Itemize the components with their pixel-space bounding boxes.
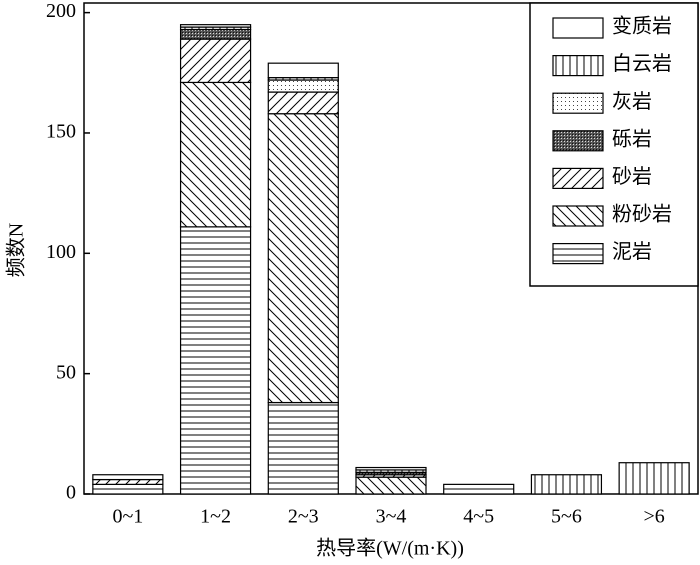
legend-swatch <box>552 92 604 114</box>
legend-swatch <box>552 54 604 77</box>
bar-segment <box>179 38 252 84</box>
x-tick-label: 0~1 <box>112 506 143 528</box>
bar-segment <box>179 81 252 228</box>
x-tick-label: 4~5 <box>463 506 494 528</box>
bar-segment <box>267 401 339 495</box>
y-tick-label: 200 <box>46 0 76 22</box>
bar-segment <box>92 483 164 495</box>
y-axis-label: 频数N <box>5 223 28 277</box>
legend-label: 砾岩 <box>612 127 652 150</box>
legend-swatch <box>552 167 604 189</box>
bar-segment <box>179 24 252 28</box>
bar-segment <box>355 476 427 495</box>
bar-segment <box>530 474 603 495</box>
x-tick-label: 5~6 <box>551 506 582 528</box>
x-tick-label: 2~3 <box>288 506 319 528</box>
legend-label: 粉砂岩 <box>612 203 672 226</box>
legend-label: 灰岩 <box>612 90 652 113</box>
bar-segment <box>179 226 252 495</box>
bar-segment <box>179 28 252 40</box>
bar-segment <box>443 483 515 495</box>
bar-segment <box>92 478 164 485</box>
bar-segment <box>618 462 690 495</box>
bar-segment <box>267 79 339 93</box>
bar-segment <box>267 91 339 115</box>
legend-swatch <box>552 243 604 265</box>
legend-swatch <box>552 17 604 39</box>
legend-label: 泥岩 <box>612 240 652 263</box>
x-axis-label: 热导率(W/(m·K)) <box>316 537 464 560</box>
x-tick-label: >6 <box>644 506 665 528</box>
y-tick-label: 100 <box>46 241 76 263</box>
x-tick-label: 1~2 <box>200 506 231 528</box>
x-tick-label: 3~4 <box>376 506 407 528</box>
y-tick-label: 50 <box>56 361 76 383</box>
legend-label: 砂岩 <box>612 165 652 188</box>
bar-segment <box>92 474 164 481</box>
bar-segment <box>355 466 427 471</box>
bar-segment <box>267 113 339 404</box>
y-tick-label: 150 <box>46 121 76 143</box>
legend-swatch <box>552 130 604 152</box>
plot-frame <box>83 2 699 495</box>
legend-label: 白云岩 <box>612 52 672 75</box>
bar-segment <box>267 62 339 79</box>
legend-label: 变质岩 <box>612 15 672 38</box>
legend-swatch <box>552 205 604 227</box>
y-tick-label: 0 <box>66 482 76 504</box>
